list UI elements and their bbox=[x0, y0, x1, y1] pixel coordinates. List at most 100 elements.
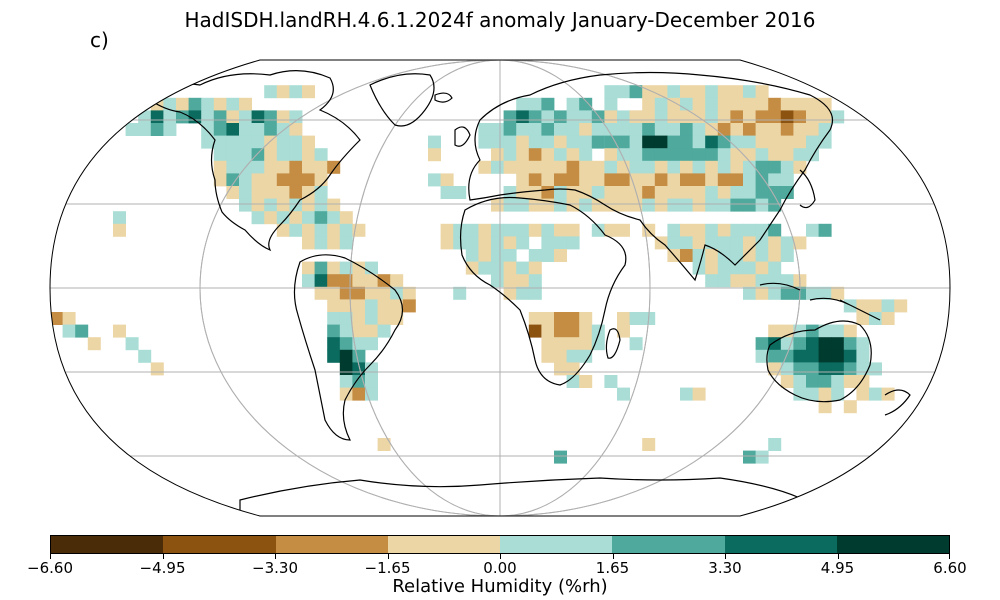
anomaly-cell bbox=[541, 135, 555, 149]
anomaly-cell bbox=[314, 211, 328, 225]
anomaly-cell bbox=[554, 236, 567, 250]
anomaly-cell bbox=[680, 85, 693, 99]
anomaly-cell bbox=[856, 349, 870, 363]
anomaly-cell bbox=[491, 160, 504, 174]
anomaly-cell bbox=[176, 97, 189, 111]
anomaly-cell bbox=[768, 438, 782, 451]
colorbar-tick-label: 1.65 bbox=[595, 559, 630, 577]
anomaly-cell bbox=[503, 274, 517, 288]
anomaly-cell bbox=[667, 186, 681, 199]
anomaly-cell bbox=[856, 299, 870, 313]
anomaly-cell bbox=[566, 160, 580, 174]
anomaly-cell bbox=[327, 349, 341, 363]
anomaly-cell bbox=[617, 223, 630, 237]
anomaly-cell bbox=[604, 148, 618, 162]
anomaly-cell bbox=[491, 123, 504, 136]
anomaly-cell bbox=[730, 148, 744, 162]
anomaly-cell bbox=[302, 274, 315, 288]
anomaly-cell bbox=[730, 123, 744, 136]
anomaly-cell bbox=[516, 123, 530, 136]
anomaly-cell bbox=[579, 173, 593, 187]
anomaly-cell bbox=[339, 286, 353, 300]
anomaly-cell bbox=[667, 97, 681, 111]
anomaly-cell bbox=[617, 85, 630, 99]
anomaly-cell bbox=[352, 274, 366, 288]
anomaly-cell bbox=[654, 85, 668, 99]
anomaly-cell bbox=[768, 173, 782, 187]
anomaly-cell bbox=[365, 286, 378, 300]
anomaly-cell bbox=[717, 173, 731, 187]
anomaly-cell bbox=[654, 198, 668, 212]
anomaly-cell bbox=[768, 223, 782, 237]
anomaly-cell bbox=[818, 286, 832, 300]
anomaly-cell bbox=[352, 337, 366, 351]
anomaly-cell bbox=[365, 337, 378, 351]
anomaly-cell bbox=[264, 110, 278, 124]
anomaly-cell bbox=[516, 236, 530, 250]
anomaly-cell bbox=[541, 186, 555, 199]
anomaly-cell bbox=[755, 198, 769, 212]
anomaly-cell bbox=[856, 375, 870, 388]
anomaly-cell bbox=[327, 274, 341, 288]
anomaly-cell bbox=[755, 173, 769, 187]
anomaly-cell bbox=[541, 337, 555, 351]
anomaly-cell bbox=[604, 173, 618, 187]
anomaly-cell bbox=[327, 198, 341, 212]
anomaly-cell bbox=[806, 97, 819, 111]
anomaly-cell bbox=[743, 135, 756, 149]
anomaly-cell bbox=[579, 324, 593, 338]
anomaly-cell bbox=[730, 249, 744, 262]
anomaly-cell bbox=[717, 274, 731, 288]
anomaly-cell bbox=[629, 337, 643, 351]
anomaly-cell bbox=[642, 148, 656, 162]
anomaly-cell bbox=[831, 375, 845, 388]
anomaly-cell bbox=[591, 324, 605, 338]
colorbar-tick-label: 3.30 bbox=[708, 559, 742, 577]
anomaly-cell bbox=[730, 223, 744, 237]
anomaly-cell bbox=[239, 123, 252, 136]
anomaly-cell bbox=[717, 236, 731, 250]
anomaly-cell bbox=[743, 123, 756, 136]
anomaly-cell bbox=[516, 223, 530, 237]
anomaly-cell bbox=[717, 135, 731, 149]
anomaly-cell bbox=[743, 198, 756, 212]
anomaly-cell bbox=[491, 261, 504, 275]
anomaly-cell bbox=[806, 324, 819, 338]
anomaly-cell bbox=[667, 148, 681, 162]
anomaly-cell bbox=[768, 261, 782, 275]
anomaly-cell bbox=[604, 198, 618, 212]
anomaly-cell bbox=[869, 387, 882, 401]
anomaly-cell bbox=[150, 110, 164, 124]
anomaly-cell bbox=[818, 400, 832, 414]
colorbar-tick bbox=[275, 554, 276, 559]
anomaly-cell bbox=[654, 110, 668, 124]
anomaly-cell bbox=[402, 286, 416, 300]
anomaly-cell bbox=[503, 160, 517, 174]
colorbar-tick-label: −3.30 bbox=[252, 559, 298, 577]
anomaly-cell bbox=[453, 236, 467, 250]
anomaly-cell bbox=[818, 135, 832, 149]
anomaly-cell bbox=[579, 160, 593, 174]
anomaly-cell bbox=[251, 135, 265, 149]
anomaly-cell bbox=[528, 97, 542, 111]
anomaly-grid-cells bbox=[50, 85, 908, 464]
anomaly-cell bbox=[755, 274, 769, 288]
anomaly-cell bbox=[566, 97, 580, 111]
anomaly-cell bbox=[743, 450, 756, 464]
anomaly-cell bbox=[554, 312, 567, 325]
anomaly-cell bbox=[226, 135, 240, 149]
anomaly-cell bbox=[314, 236, 328, 250]
anomaly-cell bbox=[327, 312, 341, 325]
anomaly-cell bbox=[881, 299, 895, 313]
anomaly-cell bbox=[440, 223, 454, 237]
graticule-meridian bbox=[199, 60, 801, 516]
anomaly-cell bbox=[843, 400, 857, 414]
anomaly-cell bbox=[289, 85, 303, 99]
anomaly-cell bbox=[705, 85, 719, 99]
anomaly-cell bbox=[831, 337, 845, 351]
anomaly-cell bbox=[831, 362, 845, 376]
colorbar-segment-3 bbox=[387, 536, 500, 553]
anomaly-cell bbox=[654, 148, 668, 162]
anomaly-cell bbox=[541, 236, 555, 250]
anomaly-cell bbox=[302, 186, 315, 199]
